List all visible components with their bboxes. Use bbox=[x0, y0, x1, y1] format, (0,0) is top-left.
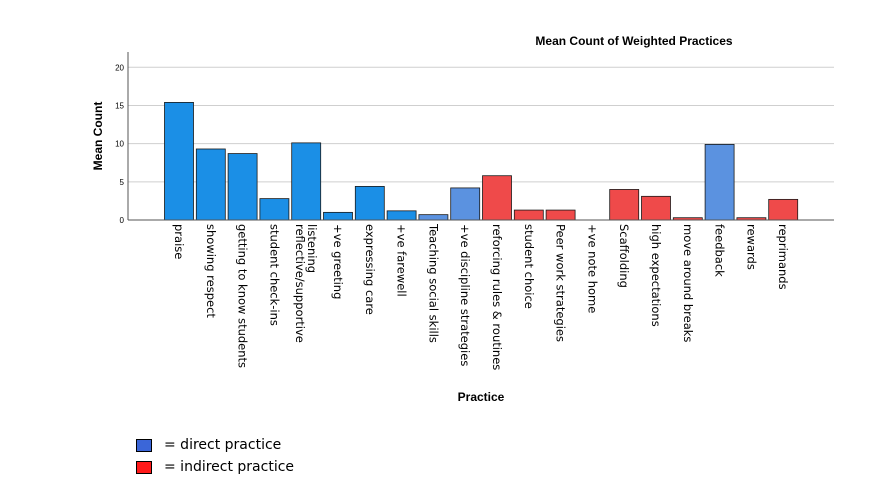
y-tick-label: 5 bbox=[120, 178, 125, 187]
x-axis-label: Practice bbox=[458, 390, 505, 404]
x-tick-label: expressing care bbox=[363, 224, 377, 315]
bar bbox=[513, 209, 544, 221]
x-tick-label: rewards bbox=[744, 224, 758, 270]
legend-swatch-direct bbox=[136, 438, 152, 452]
bar bbox=[418, 214, 449, 221]
x-tick-label: +ve farewell bbox=[395, 224, 409, 297]
legend-item-direct: = direct practice bbox=[136, 434, 294, 456]
bar bbox=[609, 189, 640, 221]
bar bbox=[450, 187, 481, 221]
x-axis-ticks: praise showing respect getting to know stu… bbox=[172, 223, 790, 370]
y-tick-label: 0 bbox=[120, 216, 125, 225]
y-tick-label: 15 bbox=[115, 101, 124, 110]
bar bbox=[354, 185, 385, 221]
x-tick-label: Peer work strategies bbox=[554, 224, 568, 342]
bar bbox=[323, 211, 353, 221]
bar bbox=[482, 175, 512, 221]
x-tick-label: reprimands bbox=[776, 224, 790, 290]
bar bbox=[545, 209, 576, 221]
x-tick-label: move around breaks bbox=[681, 224, 695, 342]
bar bbox=[164, 102, 194, 221]
x-tick-label: student choice bbox=[522, 224, 536, 309]
x-tick-label: listening bbox=[305, 224, 319, 273]
y-axis-label: Mean Count bbox=[91, 102, 105, 171]
x-tick-label: reflective/supportive bbox=[293, 224, 307, 343]
bar bbox=[291, 142, 322, 221]
bar bbox=[227, 153, 258, 221]
y-tick-label: 20 bbox=[115, 63, 124, 72]
x-tick-label: +ve note home bbox=[585, 224, 599, 313]
x-tick-label: +ve greeting bbox=[331, 224, 345, 299]
x-tick-label: +ve discipline strategies bbox=[458, 224, 472, 366]
y-tick-label: 10 bbox=[115, 140, 124, 149]
x-tick-label: Scaffolding bbox=[617, 224, 631, 288]
x-tick-label: feedback bbox=[713, 224, 727, 277]
x-tick-label: getting to know students bbox=[236, 224, 250, 368]
bar bbox=[768, 198, 799, 221]
bar bbox=[386, 210, 417, 221]
bars bbox=[164, 102, 799, 221]
bar bbox=[259, 198, 290, 221]
x-tick-label: showing respect bbox=[204, 224, 218, 318]
bar bbox=[704, 143, 735, 221]
bar bbox=[641, 195, 671, 221]
legend-label-direct: = direct practice bbox=[164, 437, 282, 453]
x-tick-label: Teaching social skills bbox=[426, 223, 440, 343]
bar bbox=[195, 148, 226, 221]
x-tick-label: reforcing rules & routines bbox=[490, 224, 504, 370]
x-tick-label: high expectations bbox=[649, 224, 663, 327]
legend-swatch-indirect bbox=[136, 460, 152, 474]
legend-item-indirect: = indirect practice bbox=[136, 456, 294, 478]
legend: = direct practice = indirect practice bbox=[136, 434, 294, 478]
x-tick-label: student check-ins bbox=[267, 224, 281, 326]
chart-title: Mean Count of Weighted Practices bbox=[535, 34, 732, 48]
legend-label-indirect: = indirect practice bbox=[164, 459, 295, 475]
x-tick-label: praise bbox=[172, 224, 186, 259]
y-axis-ticks: 0 5 10 15 20 bbox=[115, 63, 124, 225]
